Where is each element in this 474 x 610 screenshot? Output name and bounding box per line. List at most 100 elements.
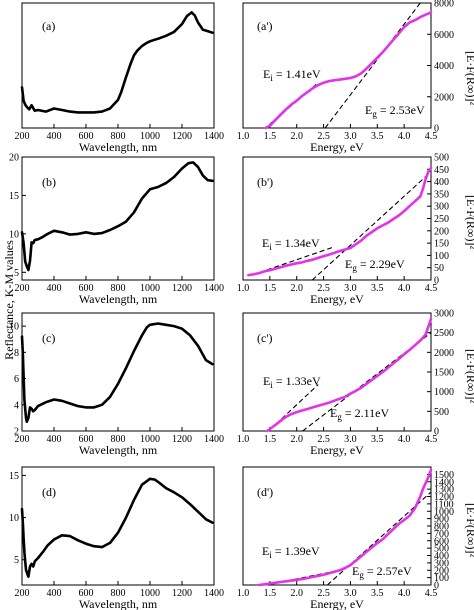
y-tick-label: 0 [434, 581, 439, 592]
x-axis-title: Energy, eV [310, 292, 364, 306]
x-tick-label: 3.5 [371, 131, 384, 142]
series-line [20, 477, 214, 578]
panel-b2: 1.0 1.5 2.0 2.5 3.0 3.5 4.0 4.50501001502002503… [237, 153, 449, 307]
y-tick-label: 5 [14, 268, 19, 279]
annotation-ei: Ei = 1.34eV [262, 236, 320, 252]
x-axis-title: Wavelength, nm [79, 292, 158, 306]
panel-b: 200 400 600 800 1000 1200 1400 5 10 15 20 Wavelengt… [9, 153, 224, 307]
x-tick-label: 600 [79, 283, 94, 294]
series-line [247, 166, 433, 277]
x-tick-label: 4.0 [398, 131, 411, 142]
x-tick-label: 4.5 [425, 283, 438, 294]
x-tick-label: 800 [111, 434, 126, 445]
x-tick-label: 1200 [172, 283, 192, 294]
y-tick-label: 2 [14, 427, 19, 438]
y-tick-label: 5 [14, 555, 19, 566]
x-tick-label: 1000 [140, 588, 160, 599]
x-axis-title: Wavelength, nm [79, 443, 158, 457]
x-tick-label: 600 [79, 588, 94, 599]
x-tick-label: 1.0 [237, 588, 250, 599]
annotation-eg: Eg = 2.57eV [352, 564, 412, 580]
x-tick-label: 1200 [172, 588, 192, 599]
x-tick-label: 1200 [172, 131, 192, 142]
y-tick-label: 400 [434, 177, 449, 188]
y-tick-label: 600 [434, 536, 449, 547]
right-y-axis-title-c: [E·F(R∞)]² [464, 349, 474, 404]
panel-a: 200 400 600 800 1000 1200 1400 Wavelength, nm (a… [15, 2, 224, 154]
y-tick-label: 1500 [434, 368, 454, 379]
y-tick-label: 800 [434, 522, 449, 533]
x-tick-label: 1200 [172, 434, 192, 445]
x-axis-title: Wavelength, nm [79, 140, 158, 154]
x-tick-label: 200 [15, 131, 30, 142]
x-tick-label: 2.5 [317, 588, 330, 599]
x-tick-label: 1.5 [264, 283, 277, 294]
series-line [257, 468, 433, 587]
y-tick-label: 1200 [434, 492, 454, 503]
x-tick-label: 200 [15, 283, 30, 294]
series-line [265, 317, 433, 433]
x-tick-label: 1400 [204, 283, 224, 294]
x-tick-label: 3.0 [344, 131, 357, 142]
annotation-eg: Eg = 2.11eV [330, 406, 389, 422]
x-tick-label: 800 [111, 283, 126, 294]
series-line [20, 11, 214, 114]
x-tick-label: 4.5 [425, 588, 438, 599]
x-tick-label: 400 [47, 588, 62, 599]
x-tick-label: 3.5 [371, 434, 384, 445]
x-tick-label: 400 [47, 434, 62, 445]
x-tick-label: 4.0 [398, 434, 411, 445]
y-tick-label: 10 [9, 513, 19, 524]
left-y-axis-title: Reflectance, K-M values [2, 240, 16, 360]
y-tick-label: 0 [434, 124, 439, 135]
x-tick-label: 400 [47, 131, 62, 142]
y-tick-label: 3000 [434, 309, 454, 320]
y-tick-label: 400 [434, 551, 449, 562]
y-tick-label: 15 [9, 191, 19, 202]
y-tick-label: 6 [14, 374, 19, 385]
y-tick-label: 10 [9, 322, 19, 333]
y-tick-label: 4 [14, 400, 19, 411]
x-tick-label: 2.0 [290, 283, 303, 294]
x-tick-label: 1.0 [237, 434, 250, 445]
y-tick-label: 900 [434, 514, 449, 525]
x-tick-label: 1.0 [237, 131, 250, 142]
x-tick-label: 200 [15, 434, 30, 445]
x-tick-label: 1400 [204, 588, 224, 599]
annotation-ei: Ei = 1.41eV [263, 67, 321, 83]
fit-line-ei [258, 246, 335, 274]
y-tick-label: 300 [434, 202, 449, 213]
y-tick-label: 8000 [434, 0, 454, 10]
panel-label: (b) [42, 175, 56, 189]
panel-c2: 1.0 1.5 2.0 2.5 3.0 3.5 4.0 4.50 500 1000 1500 2000… [237, 309, 454, 458]
x-tick-label: 400 [47, 283, 62, 294]
panel-label: (d) [42, 485, 56, 499]
y-tick-label: 350 [434, 189, 449, 200]
panel-label: (a') [257, 19, 272, 33]
right-y-axis-title-d: [E·F(R∞)]² [464, 503, 474, 558]
x-tick-label: 600 [79, 434, 94, 445]
x-tick-label: 1000 [140, 434, 160, 445]
x-tick-label: 4.5 [425, 131, 438, 142]
x-tick-label: 3.0 [344, 588, 357, 599]
panel-a2: 1.0 1.5 2.0 2.5 3.0 3.5 4.0 4.50 2000 4000 6000 800… [237, 0, 454, 154]
x-tick-label: 3.5 [371, 588, 384, 599]
y-tick-label: 700 [434, 529, 449, 540]
panel-d: 200 400 600 800 1000 1200 1400 5 10 15 Wavelength,… [9, 466, 224, 610]
y-tick-label: 6000 [434, 30, 454, 41]
y-tick-label: 1000 [434, 387, 454, 398]
x-tick-label: 1.5 [264, 588, 277, 599]
y-tick-label: 2000 [434, 92, 454, 103]
x-tick-label: 1.0 [237, 283, 250, 294]
y-tick-label: 200 [434, 226, 449, 237]
x-tick-label: 3.5 [371, 283, 384, 294]
x-tick-label: 2.0 [290, 131, 303, 142]
y-tick-label: 150 [434, 239, 449, 250]
fit-line-eg [324, 2, 421, 129]
x-tick-label: 200 [15, 588, 30, 599]
x-tick-label: 4.5 [425, 434, 438, 445]
y-tick-label: 1400 [434, 477, 454, 488]
y-tick-label: 500 [434, 407, 449, 418]
panel-label: (c) [42, 331, 55, 345]
x-axis-title: Energy, eV [310, 443, 364, 457]
